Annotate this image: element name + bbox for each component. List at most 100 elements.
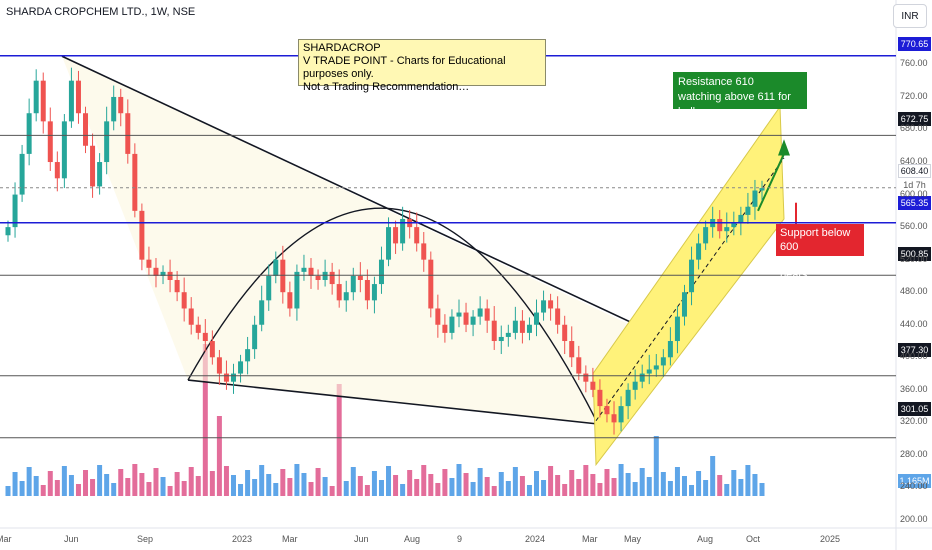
x-tick-label: Aug <box>697 534 714 544</box>
volume-bar <box>75 484 81 496</box>
volume-bar <box>301 473 307 496</box>
candle-body <box>689 259 695 293</box>
volume-bar <box>202 344 208 496</box>
y-tick-label: 640.00 <box>900 156 928 167</box>
volume-bar <box>223 466 229 496</box>
volume-bar <box>104 474 110 496</box>
candle-body <box>336 284 342 301</box>
volume-bar <box>371 471 377 496</box>
price-tag-377: 377.30 <box>898 343 931 357</box>
candle-body <box>569 341 575 358</box>
candle-body <box>12 194 18 228</box>
volume-bar <box>322 477 328 496</box>
volume-bar <box>174 472 180 496</box>
pattern-fill <box>62 56 642 425</box>
candle-body <box>745 206 751 215</box>
candle-body <box>639 373 645 382</box>
candle-body <box>717 218 723 232</box>
volume-bar <box>646 477 652 496</box>
volume-bar <box>491 486 497 496</box>
volume-bar <box>393 475 399 496</box>
volume-bar <box>160 477 166 496</box>
volume-bar <box>407 470 413 496</box>
y-tick-label: 720.00 <box>900 90 928 101</box>
y-tick-label: 280.00 <box>900 448 928 459</box>
volume-bar <box>498 472 504 496</box>
volume-bar <box>400 484 406 496</box>
volume-bar <box>632 482 638 496</box>
volume-bar <box>639 468 645 496</box>
candle-body <box>75 80 81 114</box>
candle-body <box>512 320 518 333</box>
volume-bar <box>336 384 342 496</box>
rounding-arc <box>187 207 599 425</box>
candle-body <box>583 373 589 382</box>
currency-button[interactable]: INR <box>893 4 927 28</box>
volume-bar <box>653 436 659 496</box>
candle-body <box>724 227 730 232</box>
volume-bar <box>230 475 236 496</box>
volume-bar <box>153 468 159 496</box>
volume-bar <box>378 480 384 496</box>
candle-body <box>371 284 377 301</box>
candle-body <box>400 218 406 244</box>
volume-bar <box>118 469 124 496</box>
y-tick-label: 520.00 <box>900 253 928 264</box>
candle-body <box>562 324 568 342</box>
volume-bar <box>188 467 194 496</box>
volume-bar <box>717 475 723 496</box>
candle-body <box>519 320 525 333</box>
candle-body <box>139 210 145 260</box>
volume-bar <box>745 465 751 496</box>
candle-body <box>456 312 462 317</box>
volume-bar <box>421 465 427 496</box>
horizontal-levels <box>0 54 896 439</box>
candle-body <box>541 300 547 313</box>
candle-body <box>667 341 673 358</box>
volume-bar <box>724 484 730 496</box>
bull-arrow-line <box>757 153 785 212</box>
volume-bar <box>597 483 603 496</box>
candle-body <box>428 259 434 309</box>
price-tag-last: 608.40 <box>898 164 931 178</box>
x-tick-label: Oct <box>746 534 761 544</box>
volume-bar <box>414 479 420 496</box>
volume-bar <box>386 466 392 496</box>
candle-body <box>660 357 666 366</box>
volume-bar <box>167 486 173 496</box>
candle-body <box>230 373 236 382</box>
candle-body <box>343 292 349 301</box>
volume-bar <box>280 469 286 496</box>
volume-bar <box>752 474 758 496</box>
volume-bar <box>703 480 709 496</box>
candle-body <box>526 324 532 333</box>
candle-body <box>611 414 617 423</box>
x-tick-label: Jun <box>64 534 79 544</box>
note-line-2: V TRADE POINT - Charts for Educational p… <box>303 55 506 80</box>
y-tick-label: 440.00 <box>900 318 928 329</box>
volume-bar <box>759 483 765 496</box>
candle-body <box>378 259 384 285</box>
candle-body <box>90 145 96 187</box>
price-tag-301: 301.05 <box>898 402 931 416</box>
trendline-lower <box>187 379 599 425</box>
y-tick-label: 360.00 <box>900 383 928 394</box>
candle-body <box>132 153 138 211</box>
x-tick-label: May <box>624 534 642 544</box>
volume-bar <box>696 471 702 496</box>
volume-bar <box>259 465 265 496</box>
candle-body <box>491 320 497 342</box>
candle-body <box>301 267 307 272</box>
y-tick-label: 600.00 <box>900 188 928 199</box>
candle-body <box>738 214 744 224</box>
candle-body <box>674 316 680 342</box>
trendline-upper <box>61 55 646 330</box>
volume-bar <box>562 484 568 496</box>
volume-bar <box>667 481 673 496</box>
candle-body <box>752 190 758 207</box>
candle-body <box>350 275 356 293</box>
volume-bar <box>484 477 490 496</box>
candle-body <box>97 162 103 187</box>
volume-bar <box>449 478 455 496</box>
